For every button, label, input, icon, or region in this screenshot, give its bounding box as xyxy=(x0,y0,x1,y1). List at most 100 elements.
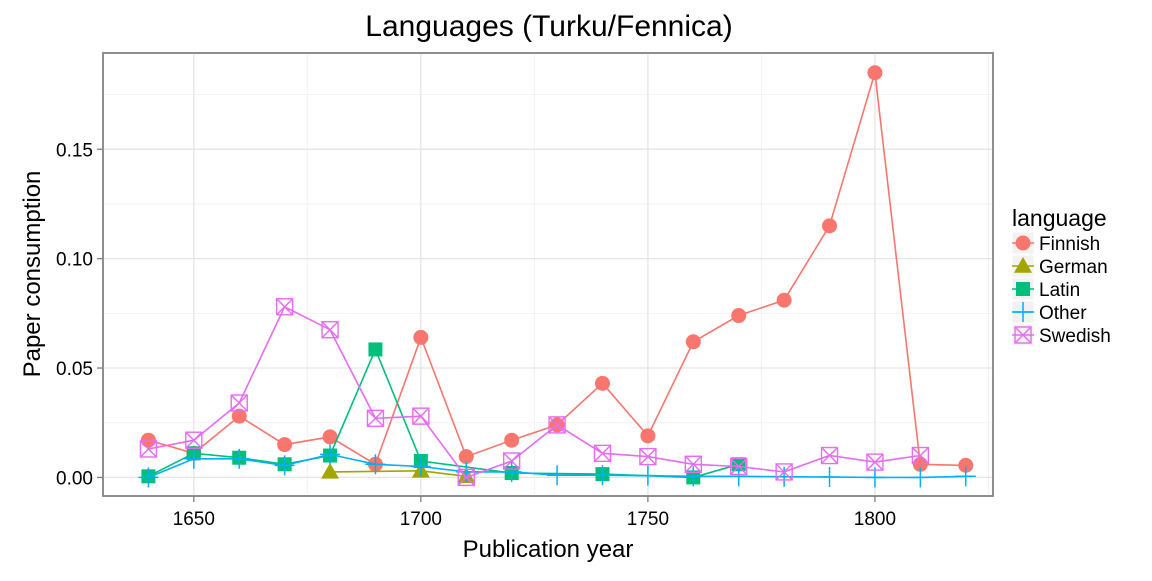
data-point-swedish xyxy=(775,463,793,481)
box xyxy=(366,409,385,428)
data-point-swedish xyxy=(412,407,430,425)
y-tick-label: 0.15 xyxy=(56,140,93,161)
grid-minor xyxy=(103,53,993,496)
box xyxy=(775,463,793,481)
diag xyxy=(230,394,248,412)
box xyxy=(593,444,612,463)
diag xyxy=(775,463,793,481)
data-point-other xyxy=(774,466,795,487)
legend-item-swedish: Swedish xyxy=(1011,323,1111,347)
data-point-other xyxy=(320,444,341,465)
data-point-other xyxy=(410,456,431,477)
x-axis-label: Publication year xyxy=(463,536,634,563)
diag xyxy=(639,448,657,466)
box xyxy=(230,394,248,412)
data-point-swedish xyxy=(866,453,884,471)
data-point-finnish xyxy=(140,432,156,448)
data-point-swedish xyxy=(593,444,612,463)
data-point-other xyxy=(592,465,613,486)
data-point-finnish xyxy=(504,432,520,448)
diag xyxy=(911,447,929,465)
diag xyxy=(185,431,203,449)
diag xyxy=(457,468,475,486)
legend-label: Latin xyxy=(1039,280,1080,301)
diag xyxy=(366,409,384,427)
box xyxy=(139,440,158,458)
x-tick-label: 1750 xyxy=(627,509,669,530)
data-point-finnish xyxy=(822,218,838,234)
diag xyxy=(503,452,521,470)
y-tick-label: 0.00 xyxy=(56,468,93,489)
data-point-latin xyxy=(368,342,383,357)
data-point-finnish xyxy=(731,308,747,324)
box xyxy=(275,298,294,316)
data-point-finnish xyxy=(867,65,883,81)
legend-label: Other xyxy=(1039,303,1087,324)
data-point-german xyxy=(321,462,340,479)
data-point-finnish xyxy=(458,449,474,465)
legend-label: Finnish xyxy=(1039,234,1100,255)
legend-item-finnish: Finnish xyxy=(1011,231,1100,255)
diag xyxy=(1014,326,1032,344)
data-point-swedish xyxy=(185,431,203,449)
y-axis-label: Paper consumption xyxy=(19,171,46,378)
data-point-latin xyxy=(731,457,746,472)
diag xyxy=(548,416,566,434)
legend-key-marker xyxy=(1014,257,1032,273)
diag xyxy=(593,444,611,462)
legend-label: Swedish xyxy=(1039,326,1111,347)
data-point-swedish xyxy=(730,457,748,476)
diag xyxy=(684,455,702,473)
diag xyxy=(412,407,430,425)
series-layer xyxy=(138,65,976,488)
data-point-finnish xyxy=(413,329,429,345)
data-point-swedish xyxy=(457,468,475,487)
box xyxy=(639,447,657,466)
data-point-other xyxy=(229,448,250,469)
box xyxy=(820,446,839,465)
data-point-other xyxy=(138,467,159,488)
box xyxy=(548,416,566,434)
diag xyxy=(730,457,748,475)
diag xyxy=(276,298,294,316)
box xyxy=(730,457,748,476)
data-point-other xyxy=(183,448,204,469)
data-point-swedish xyxy=(639,447,657,466)
data-point-swedish xyxy=(230,394,248,412)
box xyxy=(911,446,930,465)
data-point-swedish xyxy=(321,321,339,339)
box xyxy=(684,455,703,473)
diag xyxy=(139,440,157,458)
data-point-swedish xyxy=(275,298,294,316)
data-point-other xyxy=(365,454,386,475)
data-point-other xyxy=(547,465,568,486)
data-point-other xyxy=(456,461,477,482)
legend-label: German xyxy=(1039,257,1108,278)
legend-key-marker xyxy=(1013,302,1033,322)
box xyxy=(185,431,203,449)
x-tick-label: 1800 xyxy=(854,509,896,530)
legend-title: language xyxy=(1012,205,1107,231)
data-point-other xyxy=(637,465,658,486)
data-point-other xyxy=(728,466,749,487)
data-point-other xyxy=(501,461,522,482)
data-point-finnish xyxy=(776,292,792,308)
data-point-other xyxy=(819,466,840,487)
x-tick-label: 1700 xyxy=(400,509,442,530)
data-point-other xyxy=(910,467,931,488)
chart-title: Languages (Turku/Fennica) xyxy=(365,10,732,43)
series-swedish xyxy=(139,298,930,487)
legend-key-marker xyxy=(1015,235,1031,251)
data-point-finnish xyxy=(322,429,338,445)
box xyxy=(457,468,475,487)
data-point-swedish xyxy=(139,440,158,458)
legend-item-german: German xyxy=(1011,254,1108,278)
x-axis: 1650 1700 1750 1800 xyxy=(173,496,896,530)
data-point-finnish xyxy=(640,428,656,444)
diag xyxy=(321,321,339,339)
plot-border xyxy=(102,52,994,497)
data-point-finnish xyxy=(912,456,928,472)
